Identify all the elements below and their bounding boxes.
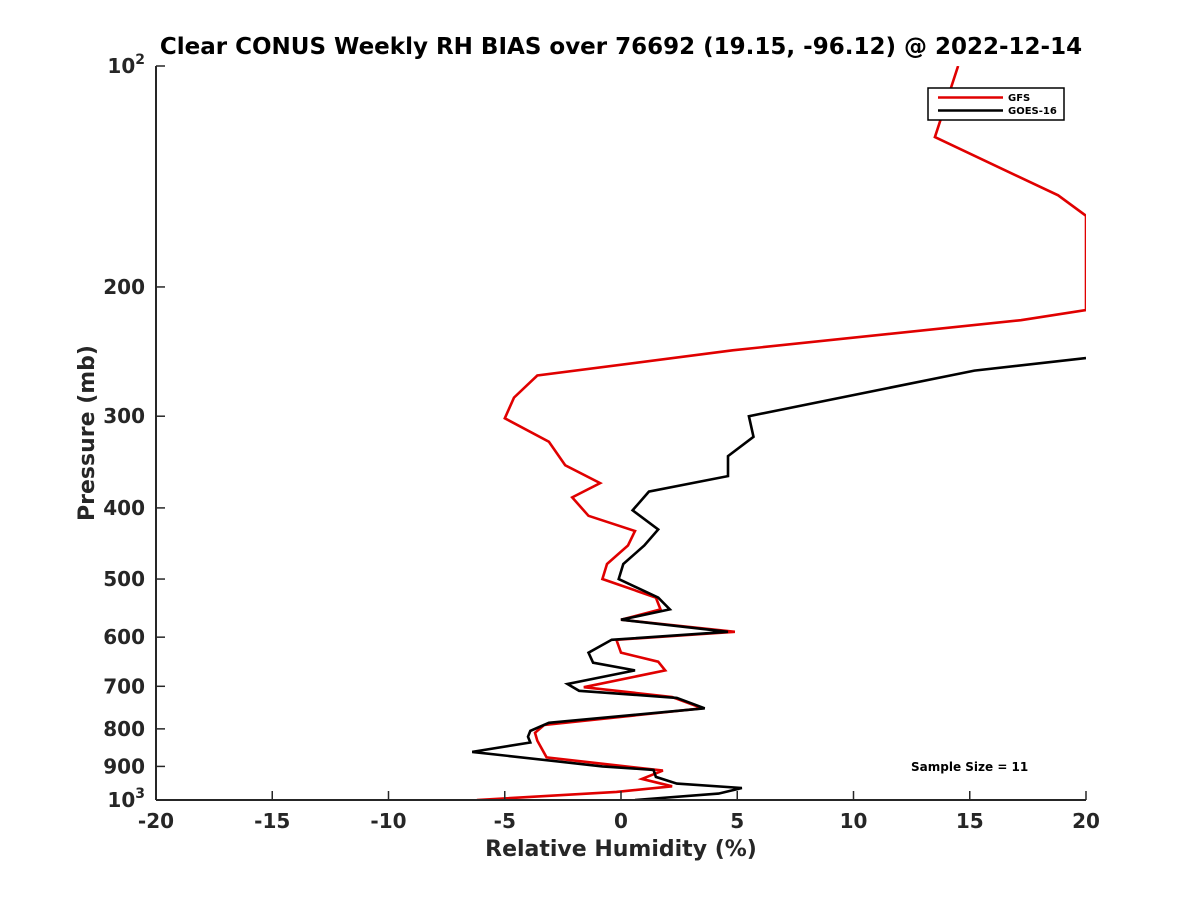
x-tick-label: 0 bbox=[614, 809, 628, 833]
x-axis-label: Relative Humidity (%) bbox=[485, 837, 757, 862]
x-tick-label: 20 bbox=[1072, 809, 1100, 833]
x-tick-label: 15 bbox=[956, 809, 984, 833]
y-tick-label: 600 bbox=[103, 625, 145, 649]
y-tick-label-base: 10 bbox=[107, 788, 135, 812]
series-layer bbox=[471, 66, 1086, 800]
legend-label-gfs: GFS bbox=[1008, 93, 1030, 104]
y-tick-label-base: 300 bbox=[103, 404, 145, 428]
x-tick-label: 5 bbox=[730, 809, 744, 833]
y-tick-label: 700 bbox=[103, 674, 145, 698]
legend-label-goes16: GOES-16 bbox=[1008, 106, 1057, 117]
y-tick-label-base: 900 bbox=[103, 754, 145, 778]
y-tick-label: 900 bbox=[103, 754, 145, 778]
x-tick-label: 10 bbox=[840, 809, 868, 833]
y-tick-label: 800 bbox=[103, 717, 145, 741]
x-ticks: -20 -15 -10 -5 0 5 10 15 20 bbox=[138, 791, 1100, 833]
y-tick-label-base: 200 bbox=[103, 275, 145, 299]
y-tick-label-base: 10 bbox=[107, 54, 135, 78]
y-tick-label-base: 400 bbox=[103, 496, 145, 520]
sample-size-annotation: Sample Size = 11 bbox=[911, 760, 1028, 774]
y-tick-label-base: 800 bbox=[103, 717, 145, 741]
x-tick-label: -15 bbox=[254, 809, 290, 833]
y-tick-label-base: 700 bbox=[103, 674, 145, 698]
y-tick-label: 102 bbox=[107, 52, 145, 78]
x-tick-label: -10 bbox=[370, 809, 406, 833]
y-tick-label: 103 bbox=[107, 786, 145, 812]
x-tick-label: -20 bbox=[138, 809, 174, 833]
series-line-goes16 bbox=[471, 356, 1086, 800]
y-tick-label-exponent: 2 bbox=[135, 52, 145, 68]
x-tick-label: -5 bbox=[494, 809, 516, 833]
y-tick-label-base: 600 bbox=[103, 625, 145, 649]
y-tick-label: 500 bbox=[103, 567, 145, 591]
y-tick-label: 200 bbox=[103, 275, 145, 299]
y-tick-label-exponent: 3 bbox=[135, 786, 145, 802]
y-axis-label: Pressure (mb) bbox=[75, 345, 100, 521]
chart-title: Clear CONUS Weekly RH BIAS over 76692 (1… bbox=[160, 34, 1082, 60]
y-tick-label: 300 bbox=[103, 404, 145, 428]
legend: GFS GOES-16 bbox=[927, 87, 1065, 121]
legend-box bbox=[927, 87, 1065, 121]
y-tick-label-base: 500 bbox=[103, 567, 145, 591]
y-tick-label: 400 bbox=[103, 496, 145, 520]
